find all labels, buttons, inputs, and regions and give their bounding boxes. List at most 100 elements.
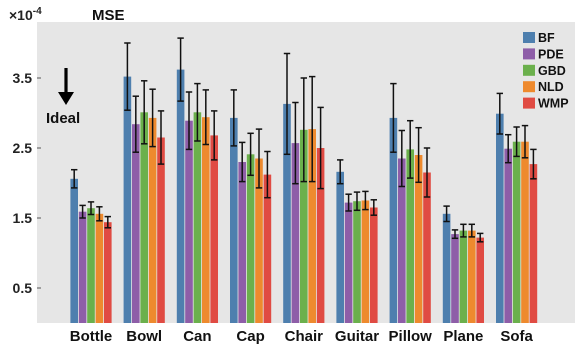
bar-nld-chair xyxy=(308,129,316,323)
bar-gbd-chair xyxy=(300,129,308,323)
bar-bf-bottle xyxy=(70,178,78,323)
bar-gbd-bottle xyxy=(87,208,95,323)
bar-gbd-bowl xyxy=(140,112,148,323)
legend-swatch-nld xyxy=(523,81,535,93)
bar-nld-guitar xyxy=(361,200,370,323)
bar-wmp-bowl xyxy=(157,137,165,323)
error-bar-bf-bottle xyxy=(71,168,78,189)
error-bar-bf-guitar xyxy=(337,159,344,185)
bar-gbd-pillow xyxy=(406,149,414,323)
error-bar-wmp-guitar xyxy=(370,199,377,216)
bar-pde-plane xyxy=(451,234,459,323)
x-tick-label: Sofa xyxy=(500,328,533,345)
axis-multiplier: ×10-4 xyxy=(9,6,42,23)
bar-pde-guitar xyxy=(344,202,353,323)
bar-bf-pillow xyxy=(389,117,398,324)
legend-label-pde: PDE xyxy=(538,47,564,61)
error-bar-nld-bottle xyxy=(96,206,103,222)
error-bar-bf-bowl xyxy=(124,42,131,111)
bar-pde-bowl xyxy=(132,124,140,323)
bar-bf-guitar xyxy=(336,171,344,323)
bar-nld-bowl xyxy=(148,117,157,324)
error-bar-wmp-pillow xyxy=(423,147,431,198)
bar-nld-cap xyxy=(255,158,263,323)
error-bar-bf-cap xyxy=(230,89,237,147)
bar-pde-bottle xyxy=(78,211,87,323)
bar-gbd-cap xyxy=(246,154,255,323)
legend-swatch-wmp xyxy=(523,97,535,109)
bar-bf-sofa xyxy=(496,113,504,323)
legend-swatch-pde xyxy=(523,48,535,60)
error-bar-bf-chair xyxy=(283,52,291,156)
error-bar-pde-guitar xyxy=(345,193,352,212)
bar-gbd-plane xyxy=(459,230,468,323)
x-tick-label: Chair xyxy=(285,328,324,345)
bar-wmp-plane xyxy=(476,237,484,323)
error-bar-bf-sofa xyxy=(496,92,503,135)
legend-swatch-gbd xyxy=(523,64,535,76)
ideal-annotation: Ideal xyxy=(46,110,80,127)
y-axis: 0.5 1.5 2.5 3.5 xyxy=(13,70,41,296)
error-bar-gbd-sofa xyxy=(513,126,520,158)
error-bar-pde-bottle xyxy=(79,204,86,219)
error-bar-nld-chair xyxy=(309,75,316,183)
error-bar-gbd-plane xyxy=(460,223,467,238)
error-bar-gbd-bottle xyxy=(87,201,95,216)
bar-wmp-bottle xyxy=(104,222,112,323)
x-tick-label: Bowl xyxy=(126,328,162,345)
error-bar-nld-plane xyxy=(468,223,475,238)
error-bar-pde-can xyxy=(185,91,193,151)
bar-bf-can xyxy=(176,69,185,323)
bar-wmp-chair xyxy=(316,148,325,323)
bar-bf-bowl xyxy=(123,76,132,323)
x-tick-label: Guitar xyxy=(335,328,379,345)
x-tick-label: Bottle xyxy=(70,328,113,345)
bar-bf-chair xyxy=(283,103,291,324)
error-bar-wmp-cap xyxy=(264,150,271,199)
bar-gbd-can xyxy=(193,112,202,323)
bar-nld-can xyxy=(202,117,210,323)
error-bar-nld-sofa xyxy=(521,124,529,159)
error-bar-wmp-plane xyxy=(477,232,484,243)
legend: BF PDE GBD NLD WMP xyxy=(519,27,574,113)
legend-label-nld: NLD xyxy=(538,80,564,94)
error-bar-pde-pillow xyxy=(398,129,405,188)
x-tick-label: Cap xyxy=(236,328,264,345)
error-bar-nld-guitar xyxy=(362,190,369,211)
error-bar-pde-plane xyxy=(451,229,459,240)
error-bar-wmp-sofa xyxy=(530,148,537,180)
error-bar-wmp-bowl xyxy=(157,110,165,165)
bar-pde-pillow xyxy=(398,158,406,323)
legend-swatch-bf xyxy=(523,32,535,43)
error-bar-bf-pillow xyxy=(390,82,397,153)
y-tick-label: 3.5 xyxy=(13,70,33,86)
bar-nld-sofa xyxy=(521,141,529,323)
error-bar-gbd-guitar xyxy=(353,191,361,212)
bar-pde-chair xyxy=(291,143,300,323)
bars-group xyxy=(70,37,538,324)
bar-wmp-sofa xyxy=(529,164,538,323)
error-bar-gbd-bowl xyxy=(141,80,148,145)
y-tick-label: 0.5 xyxy=(13,280,33,296)
legend-label-bf: BF xyxy=(538,31,555,45)
bar-wmp-guitar xyxy=(370,207,378,323)
error-bar-nld-can xyxy=(202,89,209,146)
legend-label-gbd: GBD xyxy=(538,64,566,78)
down-arrow-icon xyxy=(58,68,74,105)
error-bar-gbd-cap xyxy=(247,132,254,177)
bar-pde-cap xyxy=(238,162,246,323)
x-axis: Bottle Bowl Can Cap Chair Guitar Pillow Plane So… xyxy=(70,328,534,345)
error-bar-bf-plane xyxy=(443,205,450,223)
bar-nld-plane xyxy=(468,230,476,323)
bar-gbd-sofa xyxy=(512,141,521,323)
error-bar-wmp-bottle xyxy=(104,215,111,229)
x-tick-label: Can xyxy=(183,328,211,345)
error-bar-wmp-can xyxy=(211,110,218,161)
bar-nld-bottle xyxy=(95,213,104,323)
x-tick-label: Pillow xyxy=(389,328,433,345)
bar-pde-sofa xyxy=(504,148,512,323)
error-bar-wmp-chair xyxy=(317,106,324,190)
error-bar-gbd-can xyxy=(194,82,201,142)
error-bar-nld-bowl xyxy=(149,88,156,148)
